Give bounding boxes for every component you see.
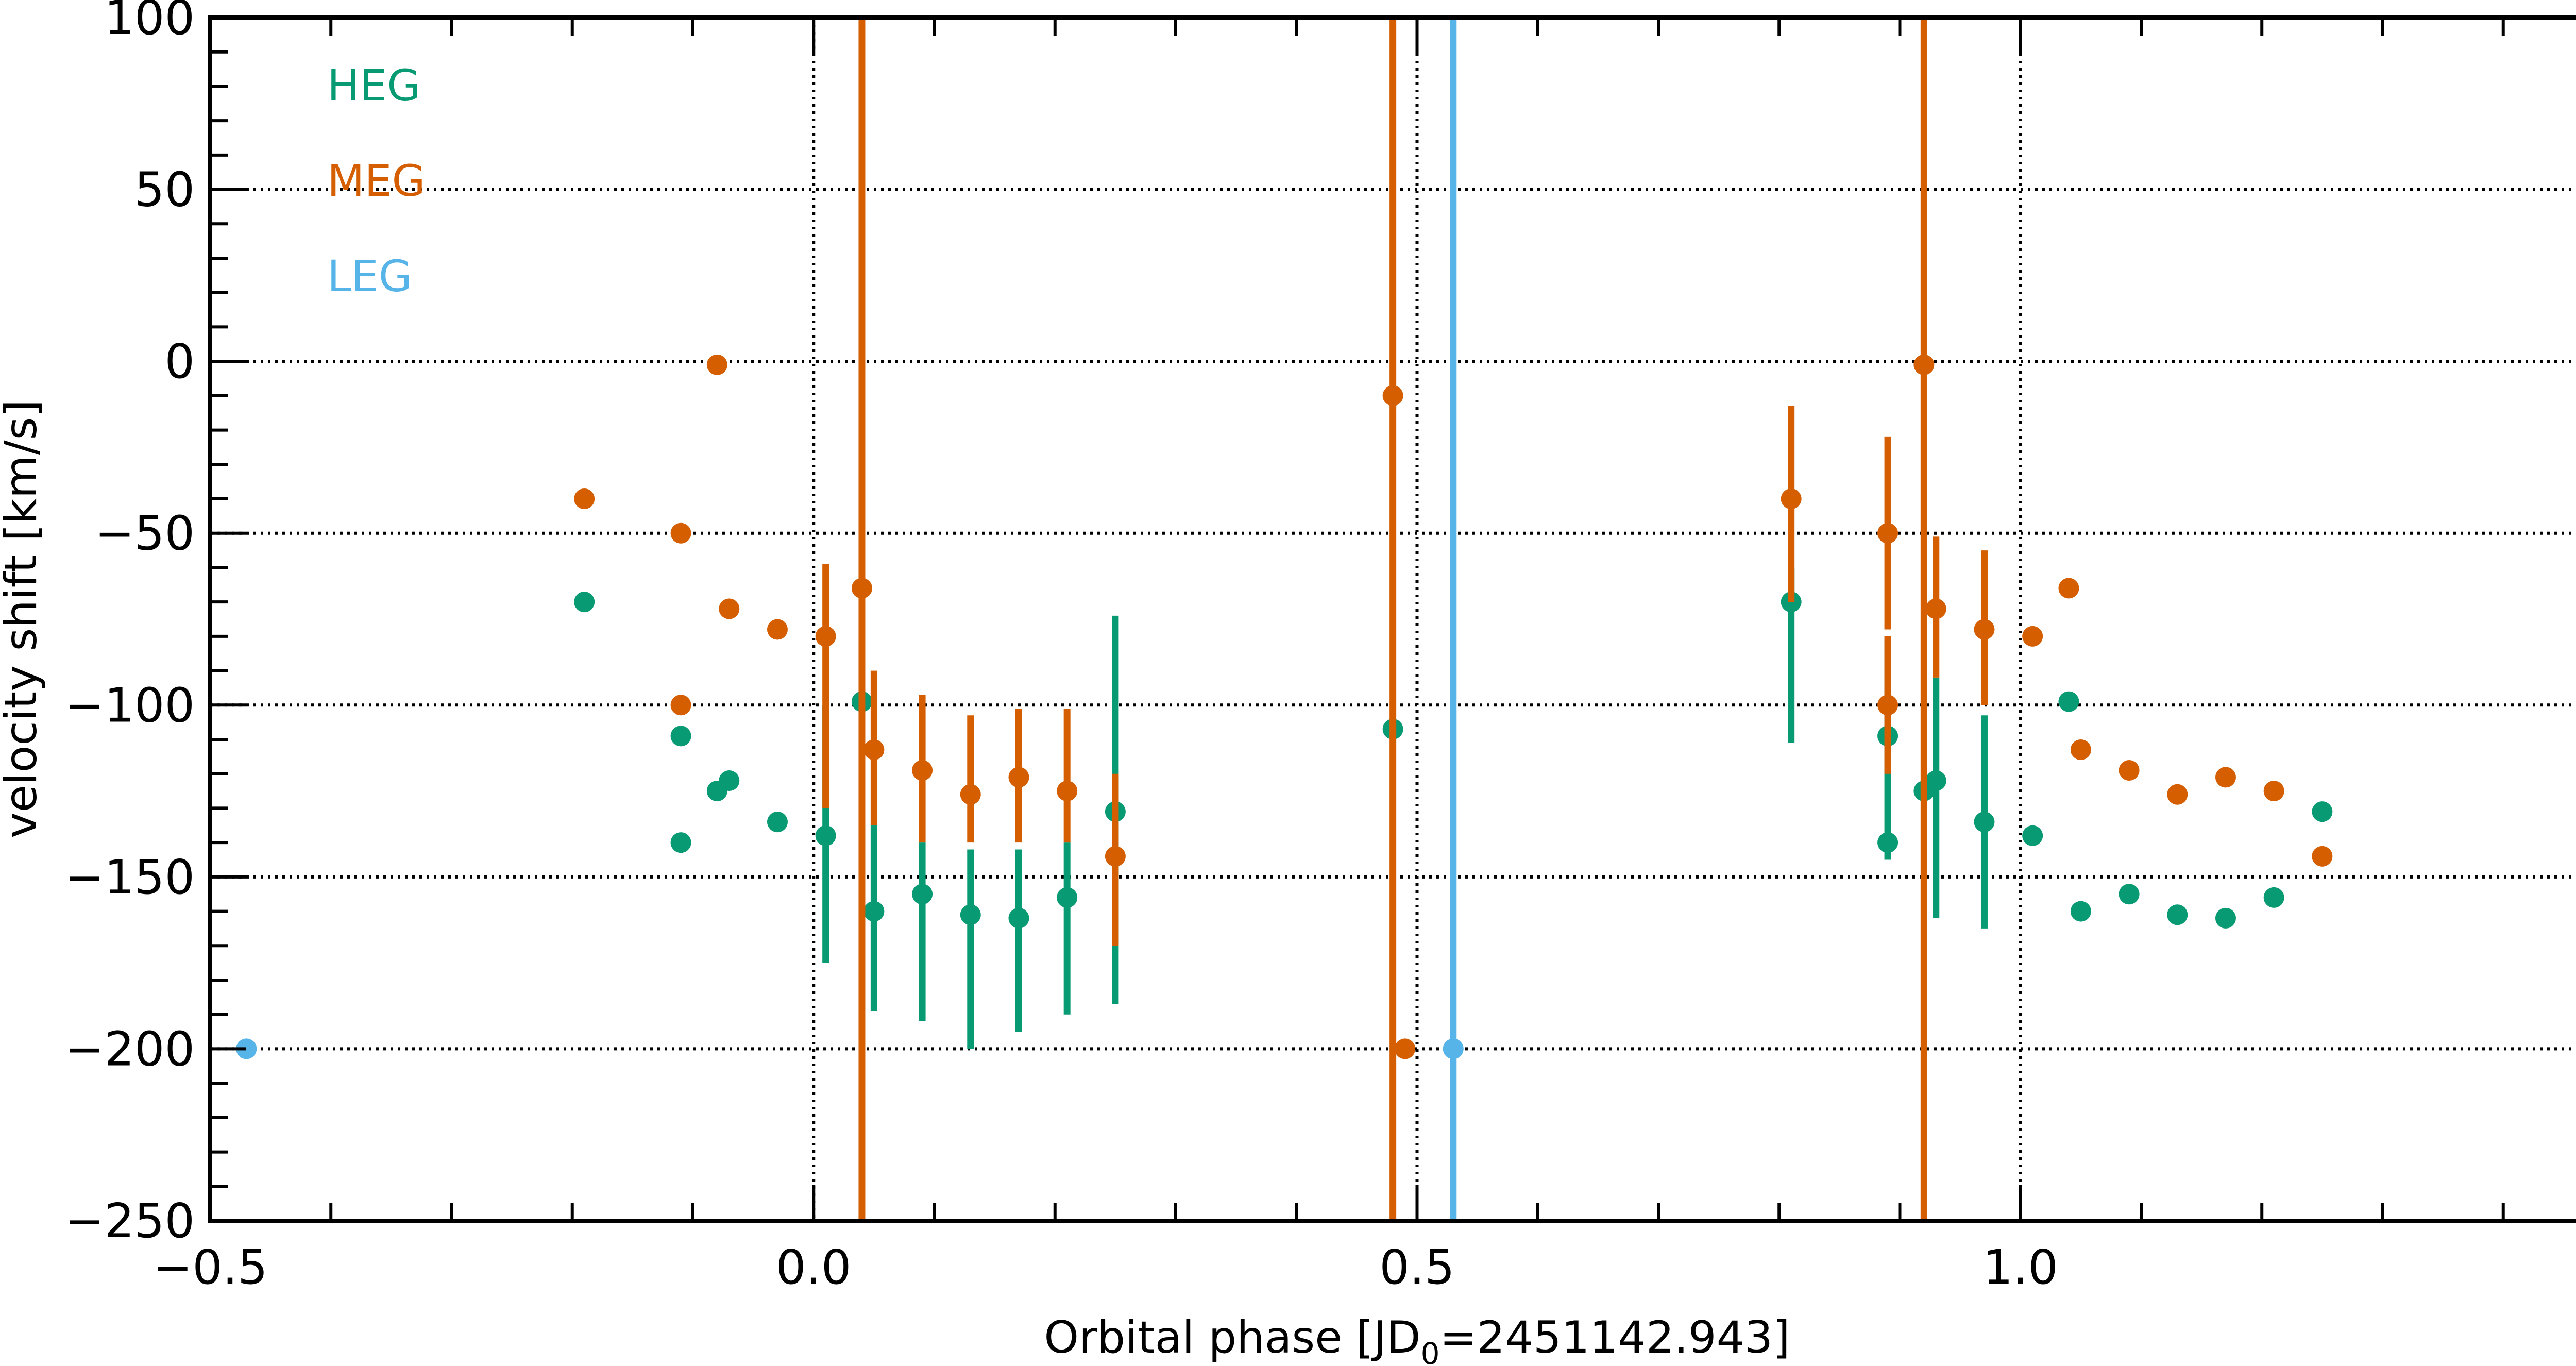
heg-point xyxy=(1877,832,1899,853)
x-tick-label: 0.0 xyxy=(776,1240,851,1295)
heg-point xyxy=(767,812,788,833)
heg-point xyxy=(912,884,933,905)
meg-point xyxy=(2312,846,2333,867)
heg-point xyxy=(863,901,885,922)
y-tick-labels: 100 50 0 −50 −100 −150 −200 −250 xyxy=(64,0,195,1249)
meg-point xyxy=(2119,760,2140,781)
heg-point xyxy=(719,770,740,791)
heg-point xyxy=(2167,904,2188,925)
meg-point xyxy=(1974,619,1995,640)
meg-point xyxy=(2215,767,2236,788)
heg-point xyxy=(1925,770,1946,791)
legend-label-meg: MEG xyxy=(327,156,426,206)
leg-point xyxy=(1443,1038,1464,1059)
meg-point xyxy=(960,784,981,805)
y-tick-label: −50 xyxy=(95,506,195,561)
y-tick-label: 0 xyxy=(164,334,195,389)
meg-point xyxy=(1382,385,1403,406)
series-heg xyxy=(574,567,2333,1049)
heg-point xyxy=(815,825,836,846)
meg-point xyxy=(1008,767,1029,788)
meg-point xyxy=(670,522,691,544)
meg-point xyxy=(706,354,727,375)
meg-point xyxy=(767,619,788,640)
x-tick-label: 0.5 xyxy=(1379,1240,1454,1295)
meg-point xyxy=(1781,488,1802,509)
meg-point xyxy=(719,598,740,619)
leg-point xyxy=(236,1038,257,1059)
heg-point xyxy=(2263,887,2284,908)
heg-point xyxy=(2312,801,2333,822)
legend-label-heg: HEG xyxy=(327,60,420,111)
x-tick-label: −0.5 xyxy=(152,1240,267,1295)
meg-point xyxy=(2058,578,2079,599)
meg-point xyxy=(2167,784,2188,805)
meg-point xyxy=(670,695,691,716)
meg-point xyxy=(1925,598,1946,619)
heg-point xyxy=(2215,907,2236,929)
x-axis-title: Orbital phase [JD0=2451142.943] xyxy=(1044,1312,1790,1366)
legend: HEG MEG LEG xyxy=(327,60,426,301)
heg-point xyxy=(2022,825,2043,846)
heg-point xyxy=(574,592,595,613)
x-axis-title-subscript: 0 xyxy=(1421,1336,1440,1366)
meg-point xyxy=(1105,846,1126,867)
meg-point xyxy=(863,739,885,761)
y-tick-label: −250 xyxy=(64,1193,195,1249)
heg-point xyxy=(2070,901,2091,922)
heg-point xyxy=(670,726,691,747)
meg-point xyxy=(2070,739,2091,761)
x-tick-labels: −0.50.00.51.01.5 xyxy=(152,1240,2058,1295)
y-tick-label: 100 xyxy=(104,0,195,45)
meg-point xyxy=(1057,781,1078,802)
meg-point xyxy=(2263,781,2284,802)
meg-point xyxy=(1877,695,1899,716)
y-axis-title: velocity shift [km/s] xyxy=(0,400,47,838)
heg-point xyxy=(2058,691,2079,712)
heg-point xyxy=(2119,884,2140,905)
y-tick-label: −100 xyxy=(64,678,195,733)
series-leg xyxy=(236,18,1464,1221)
meg-point xyxy=(1877,522,1899,544)
series-layer xyxy=(236,18,2333,1221)
heg-point xyxy=(670,832,691,853)
x-axis-title-main: Orbital phase [JD xyxy=(1044,1312,1420,1363)
y-tick-label: −200 xyxy=(64,1021,195,1076)
meg-point xyxy=(912,760,933,781)
meg-point xyxy=(1913,354,1935,375)
meg-point xyxy=(815,626,836,647)
meg-point xyxy=(574,488,595,509)
heg-point xyxy=(1974,812,1995,833)
heg-point xyxy=(1008,907,1029,929)
legend-label-leg: LEG xyxy=(327,251,412,301)
y-tick-label: 50 xyxy=(134,162,195,217)
axis-ticks xyxy=(209,16,2505,1222)
y-tick-label: −150 xyxy=(64,850,195,905)
meg-point xyxy=(1395,1038,1416,1059)
heg-point xyxy=(960,904,981,925)
grid-layer xyxy=(210,18,2576,1221)
heg-point xyxy=(1057,887,1078,908)
meg-point xyxy=(2022,626,2043,647)
meg-point xyxy=(851,578,872,599)
x-tick-label: 1.0 xyxy=(1983,1240,2058,1295)
series-meg xyxy=(574,18,2333,1221)
x-axis-title-rest: =2451142.943] xyxy=(1439,1312,1790,1363)
